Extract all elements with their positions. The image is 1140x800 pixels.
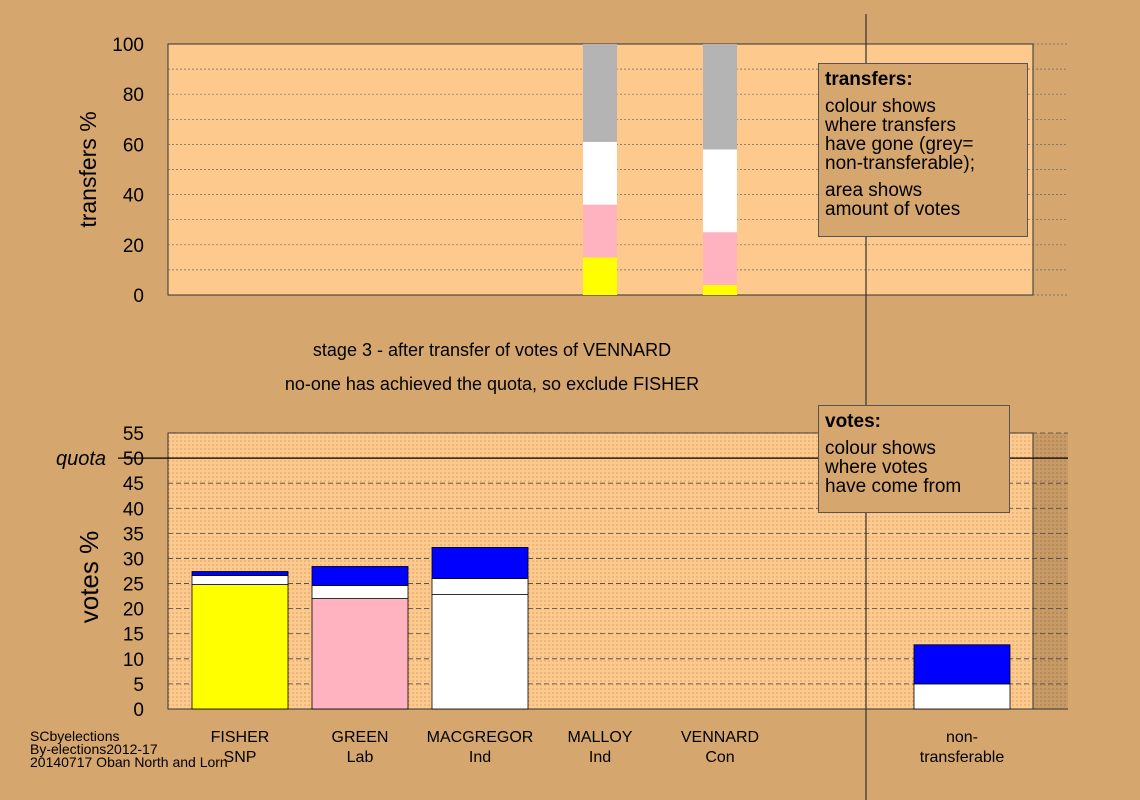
candidate-name-label: MALLOY [568,729,633,746]
candidate-name-label: FISHER [211,729,270,746]
votes-bar-segment [311,598,409,710]
candidate-party-label: Con [705,749,734,766]
votes-y-tick-label: 45 [123,474,144,495]
transfers-bar-segment [703,232,737,285]
transfers-box-title: transfers: [825,69,913,90]
votes-bar-segment [913,683,1011,710]
transfers-bar-segment [703,149,737,233]
transfers-box-line: area shows [825,180,923,201]
transfers-bar-segment [583,141,617,205]
votes-right-margin-zone [1033,433,1068,709]
stage-description: stage 3 - after transfer of votes of VEN… [312,340,672,360]
votes-y-tick-label: 30 [123,549,144,570]
votes-y-tick-label: 10 [123,650,144,671]
votes-bar-segment [311,566,409,586]
votes-y-tick-label: 20 [123,600,144,621]
candidate-party-label: Lab [347,749,374,766]
candidate-party-label: Ind [469,749,491,766]
candidate-party-label: transferable [920,749,1005,766]
votes-bar-segment [191,571,289,576]
votes-y-axis-label: votes % [74,531,104,624]
transfers-y-tick-label: 80 [123,85,144,106]
transfers-y-axis-label: transfers % [75,111,101,227]
transfers-box-line: where transfers [825,115,956,136]
stage-exclusion-note: no-one has achieved the quota, so exclud… [284,374,700,394]
transfers-y-tick-label: 40 [123,186,144,207]
transfers-box-line: colour shows [825,96,936,117]
transfers-y-tick-label: 0 [133,286,144,307]
transfers-box-line: non-transferable); [825,153,975,174]
candidate-name-label: MACGREGOR [427,729,534,746]
votes-bar-segment [191,575,289,585]
candidate-name-label: GREEN [332,729,389,746]
votes-y-tick-label: 15 [123,625,144,646]
votes-y-tick-label: 5 [133,675,144,696]
transfers-y-tick-label: 60 [123,135,144,156]
votes-box-line: have come from [825,476,962,497]
transfers-bar-segment [703,284,737,295]
footer-line: SCbyelections [30,728,120,744]
votes-bar-segment [431,547,529,579]
candidate-name-label: non- [946,729,978,746]
transfers-bar-segment [583,44,617,142]
votes-box-line: colour shows [825,438,936,459]
transfers-y-tick-label: 100 [112,35,144,56]
votes-y-tick-label: 25 [123,575,144,596]
candidate-party-label: Ind [589,749,611,766]
transfers-box-line: amount of votes [825,199,961,220]
votes-y-tick-label: 55 [123,424,144,445]
transfers-bar-segment [703,44,737,150]
votes-bar-segment [311,585,409,600]
transfers-legend-box: transfers: colour shows where transfers … [818,63,1028,237]
votes-bar-segment [913,644,1011,685]
footer-line: 20140717 Oban North and Lorn [30,754,228,770]
transfers-y-tick-label: 20 [123,236,144,257]
votes-box-title: votes: [825,411,881,432]
votes-y-tick-label: 40 [123,499,144,520]
candidate-party-label: SNP [224,749,257,766]
transfers-bar-segment [583,257,617,295]
votes-chart: quota 0 5 10 15 20 25 30 35 40 45 50 55 votes % [56,424,1068,721]
candidate-labels: FISHER SNP GREEN Lab MACGREGOR Ind MALLOY Ind VE… [211,729,1005,766]
votes-y-tick-label: 0 [133,700,144,721]
footer-source: SCbyelections By-elections2012-17 201407… [30,728,228,770]
votes-y-tick-label: 35 [123,524,144,545]
quota-label: quota [56,448,106,470]
candidate-name-label: VENNARD [681,729,759,746]
votes-bar-segment [431,578,529,595]
votes-legend-box: votes: colour shows where votes have com… [818,405,1010,513]
transfers-bar-segment [583,204,617,258]
footer-line: By-elections2012-17 [30,741,158,757]
votes-y-tick-label: 50 [123,449,144,470]
votes-bar-segment [191,584,289,710]
votes-box-line: where votes [825,457,928,478]
votes-bar-segment [431,594,529,710]
transfers-box-line: have gone (grey= [825,134,974,155]
